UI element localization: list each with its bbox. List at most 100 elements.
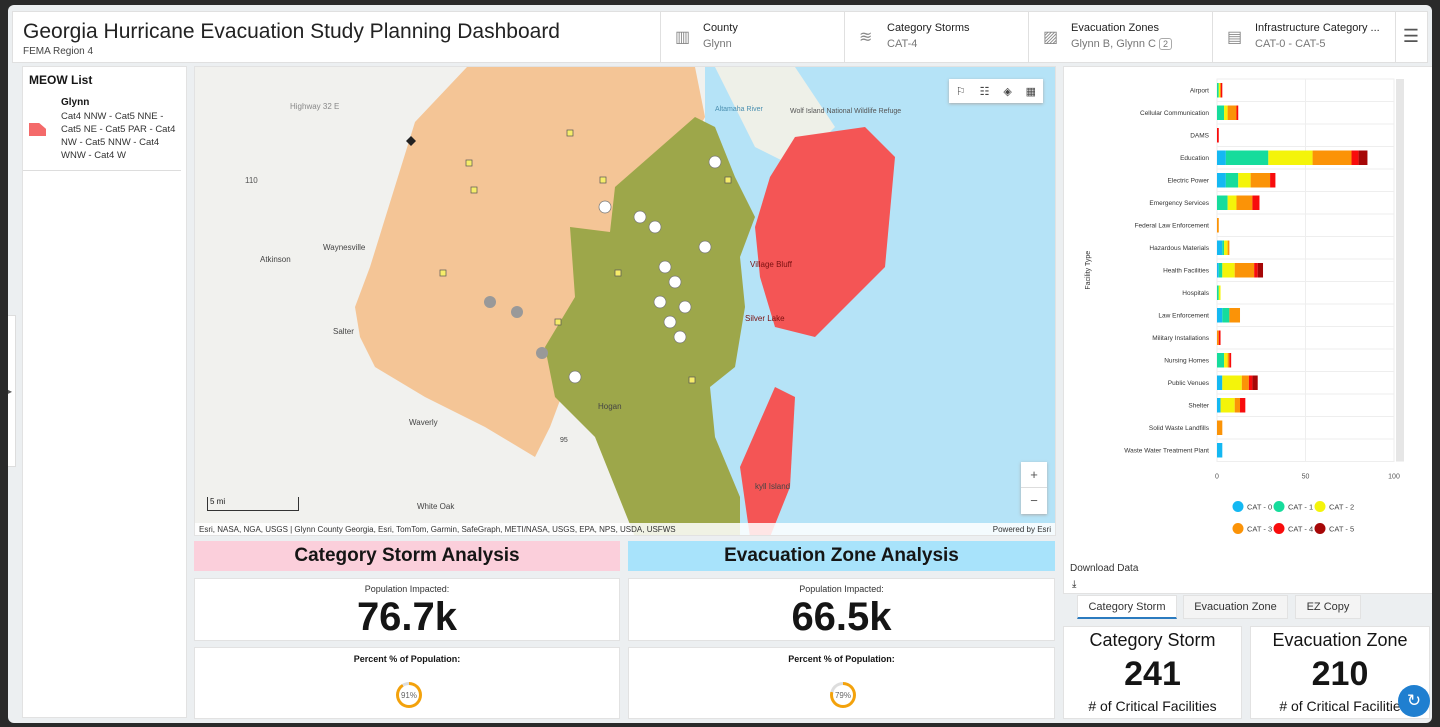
bar-cat-3 [1217,218,1219,233]
storm-population-card: Population Impacted: 76.7k [194,578,620,641]
bar-cat-2 [1222,263,1235,278]
percent-value: 91% [399,685,419,705]
attribution-text: Esri, NASA, NGA, USGS | Glynn County Geo… [199,525,676,534]
category-label: Health Facilities [1163,267,1210,274]
map-label: 110 [245,176,258,185]
bookmark-icon[interactable]: ⚐ [955,85,966,98]
bar-cat-4 [1240,398,1246,413]
zoom-out-button[interactable]: − [1030,493,1038,508]
list-item[interactable]: Glynn Cat4 NNW - Cat5 NNE - Cat5 NE - Ca… [23,93,181,171]
tab-evacuation-zone[interactable]: Evacuation Zone [1183,595,1288,619]
bar-cat-1 [1222,240,1225,255]
download-icon[interactable]: ⤓ [1072,579,1077,590]
tab-category-storm[interactable]: Category Storm [1077,595,1177,619]
percent-donut: 79% [830,682,856,708]
map-label: White Oak [417,502,455,511]
percent-value: 79% [833,685,853,705]
basemap-gallery-icon[interactable]: ▦ [1025,85,1037,98]
category-label: DAMS [1190,132,1209,139]
infrastructure-category-selector[interactable]: ▤ Infrastructure Category ... CAT-0 - CAT-… [1212,12,1395,62]
bar-cat-4 [1270,173,1276,188]
refresh-button[interactable]: ↻ [1398,685,1430,717]
facility-markers[interactable] [439,129,732,384]
bar-cat-3 [1227,353,1230,368]
category-storms-selector[interactable]: ≋ Category Storms CAT-4 [844,12,1028,62]
legend-swatch [1273,501,1285,512]
category-label: Hazardous Materials [1149,245,1209,252]
menu-button[interactable]: ☰ [1395,12,1429,62]
selector-label: Category Storms [887,22,970,34]
bar-cat-2 [1224,353,1228,368]
legend-swatch [1273,523,1285,534]
list-item-description: Cat4 NNW - Cat5 NNE - Cat5 NE - Cat5 PAR… [61,111,176,161]
stat-title: Category Storm [1089,630,1216,650]
population-value: 66.5k [791,595,892,639]
stat-label: # of Critical Facilities [1088,698,1217,714]
bar-cat-1 [1225,150,1269,165]
page-title: Georgia Hurricane Evacuation Study Plann… [23,20,560,43]
bar-cat-3 [1217,420,1223,435]
x-tick-label: 0 [1215,474,1219,481]
bar-cat-0 [1217,263,1219,278]
percent-label: Percent % of Population: [788,654,895,664]
bar-cat-2 [1227,195,1237,210]
selector-value: Glynn B, Glynn C [1071,38,1156,50]
map-zone-icon: ▨ [1043,29,1059,46]
map-canvas[interactable]: Highway 32 E 110 Waynesville Atkinson Sa… [195,67,1056,536]
bar-cat-3 [1250,173,1271,188]
building-icon: ▤ [1227,29,1243,46]
percent-donut: 91% [396,682,422,708]
map-label: Salter [333,327,354,336]
category-label: Emergency Services [1149,200,1209,207]
bar-cat-1 [1217,353,1225,368]
powered-by-esri-link[interactable]: Powered by Esri [992,525,1051,534]
category-label: Shelter [1188,402,1209,409]
zoom-in-button[interactable]: + [1021,462,1047,488]
download-data-label: Download Data [1070,563,1139,574]
bar-cat-2 [1218,83,1221,98]
chevron-right-icon: ▸ [8,386,12,396]
bar-cat-2 [1224,105,1228,120]
info-markers[interactable] [484,296,548,359]
facility-cluster[interactable] [568,155,722,384]
side-panel-toggle[interactable]: ▸ [8,315,16,467]
legend-label: CAT - 2 [1329,503,1354,512]
map-label: Silver Lake [745,314,785,323]
legend-swatch [1314,501,1326,512]
map-label: Wolf Island National Wildlife Refuge [790,108,901,115]
bar-cat-1 [1217,195,1228,210]
bar-cat-3 [1312,150,1352,165]
map-label: kyll Island [755,482,790,491]
map-label: Village Bluff [750,260,793,269]
bar-cat-3 [1227,240,1230,255]
bar-cat-2 [1238,173,1251,188]
bar-cat-1 [1217,105,1225,120]
bar-cat-2 [1218,285,1221,300]
facility-type-chart: Airport Cellular Communication DAMS Educati… [1085,78,1404,534]
map-view[interactable]: Highway 32 E 110 Waynesville Atkinson Sa… [194,66,1056,536]
header: Georgia Hurricane Evacuation Study Plann… [12,11,1428,63]
stat-label: # of Critical Facilitie [1279,698,1401,714]
tab-ez-copy[interactable]: EZ Copy [1295,595,1361,619]
evacuation-zone-green [545,117,755,535]
category-label: Military Installations [1152,335,1209,342]
legend-icon[interactable]: ☷ [979,85,990,98]
legend-label: CAT - 1 [1288,503,1313,512]
map-label: Waynesville [323,243,366,252]
layers-icon[interactable]: ◈ [1003,85,1012,98]
meow-list-panel: MEOW List Glynn Cat4 NNW - Cat5 NNE - Ca… [22,66,187,718]
bar-cat-4 [1252,195,1260,210]
bar-cat-1 [1218,263,1223,278]
selector-value: CAT-0 - CAT-5 [1255,38,1326,50]
page-subtitle: FEMA Region 4 [23,46,94,57]
dashboard: Georgia Hurricane Evacuation Study Plann… [8,5,1432,723]
stat-value: 241 [1124,655,1181,693]
county-selector[interactable]: ▥ County Glynn [660,12,844,62]
list-item-title: Glynn [61,97,90,108]
bar-cat-3 [1241,375,1249,390]
wind-icon: ≋ [859,29,873,46]
bar-cat-4 [1220,83,1223,98]
attribution-bar: Esri, NASA, NGA, USGS | Glynn County Geo… [195,523,1055,535]
panel-title: MEOW List [29,73,93,87]
